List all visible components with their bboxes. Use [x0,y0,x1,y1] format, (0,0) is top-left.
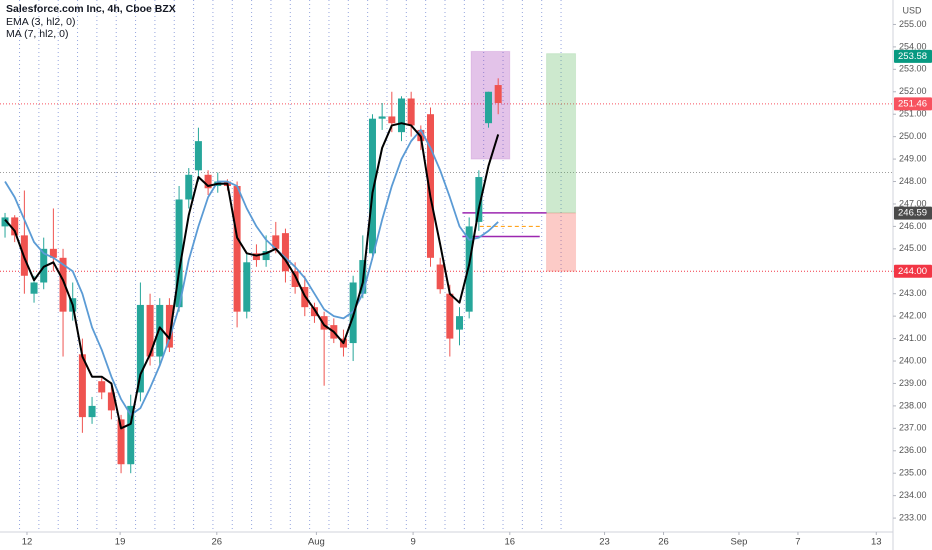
candle-body [59,257,67,312]
x-tick-label: 7 [795,537,800,548]
price-label-bg [894,97,932,111]
candle-body [465,226,473,312]
candle-body [1,217,9,227]
candle-body [485,91,493,124]
y-tick-label: 239.00 [899,378,927,388]
candle-body [98,381,106,393]
candle-body [49,248,57,258]
y-tick-label: 246.00 [899,221,927,231]
candle-body [291,271,299,287]
candle-body [40,248,48,283]
drawing-box [546,212,577,272]
y-tick-label: 252.00 [899,86,927,96]
candle-body [11,217,19,236]
x-tick-label: 13 [871,537,882,548]
candle-body [397,98,405,133]
y-tick-label: 236.00 [899,445,927,455]
indicator-line [4,129,499,416]
x-tick-label: 9 [410,537,415,548]
y-tick-label: 249.00 [899,153,927,163]
price-label-bg [894,264,932,278]
x-tick-label: 12 [22,537,33,548]
x-tick-label: 16 [504,537,515,548]
candle-body [88,405,96,418]
x-tick-label: Aug [308,537,325,548]
candle-body [107,392,115,411]
y-tick-label: 235.00 [899,468,927,478]
background-layer [0,0,893,532]
y-tick-label: 243.00 [899,288,927,298]
plot-layer [1,78,502,474]
price-label: 253.58 [898,51,927,62]
drawing-box [546,53,577,214]
legend-entry: EMA (3, hl2, 0) [6,16,75,28]
candle-body [281,233,289,272]
y-tick-label: 251.00 [899,109,927,119]
legend-entry: MA (7, hl2, 0) [6,28,68,40]
candle-body [388,116,396,124]
candle-body [456,316,464,330]
candle-body [136,304,144,393]
candle-body [310,307,318,317]
candle-body [117,419,125,465]
chart-title: Salesforce.com Inc, 4h, Cboe BZX [6,3,176,15]
candle-body [185,174,193,200]
x-axis-panel [0,532,932,550]
candle-body [156,304,164,357]
y-tick-label: 255.00 [899,19,927,29]
x-tick-label: Sep [731,537,748,548]
candle-body [378,116,386,119]
candle-body [78,354,86,418]
y-tick-label: 242.00 [899,311,927,321]
y-tick-label: 247.00 [899,198,927,208]
candle-body [204,174,212,189]
y-tick-label: 250.00 [899,131,927,141]
y-tick-label: 240.00 [899,355,927,365]
candle-body [194,141,202,171]
y-tick-label: 253.00 [899,64,927,74]
candle-body [252,253,260,261]
y-tick-label: 248.00 [899,176,927,186]
candle-body [146,304,154,357]
candle-body [30,282,38,294]
candle-body [494,85,502,103]
candle-body [475,177,483,222]
x-tick-label: 26 [658,537,669,548]
indicator-line [4,122,500,430]
price-label: 246.59 [898,208,927,219]
candle-body [272,235,280,249]
x-tick-label: 26 [212,537,223,548]
candle-body [368,118,376,254]
candle-body [446,293,454,339]
y-tick-label: 241.00 [899,333,927,343]
y-tick-label: 233.00 [899,512,927,522]
candle-body [262,251,270,261]
candle-body [407,98,415,126]
x-tick-label: 23 [599,537,610,548]
candle-body [175,199,183,308]
x-tick-label: 19 [115,537,126,548]
candle-body [243,262,251,312]
price-label-bg [894,49,932,63]
candle-body [436,264,444,290]
price-label: 251.46 [898,98,927,109]
candle-body [426,114,434,258]
y-tick-label: 238.00 [899,400,927,410]
price-label-bg [894,206,932,220]
candle-body [165,304,173,348]
y-tick-label: 254.00 [899,41,927,51]
candle-body [127,405,135,465]
candle-body [233,186,241,312]
y-tick-label: 234.00 [899,490,927,500]
price-label: 244.00 [898,266,927,277]
y-tick-label: 245.00 [899,243,927,253]
y-tick-label: 237.00 [899,423,927,433]
y-axis-label: USD [902,5,922,15]
candle-body [320,316,328,330]
